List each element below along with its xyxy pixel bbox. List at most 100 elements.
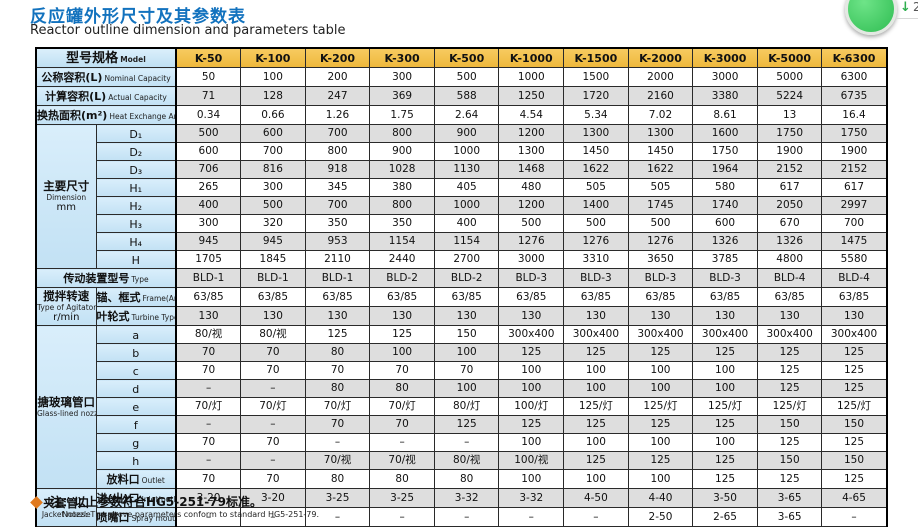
value-cell: 125 [563, 451, 629, 470]
value-cell: 63/85 [304, 287, 371, 307]
down-arrow-icon[interactable]: ↓ [900, 0, 911, 15]
sub-row-label: e [95, 397, 178, 416]
table-row: f – –70 70 125 125 125 125 125 150 150 [36, 415, 888, 434]
value-cell: 300x400 [627, 325, 694, 344]
value-cell: 3-20 [240, 488, 306, 508]
value-cell: 130 [240, 306, 306, 326]
value-cell: 3-65 [756, 507, 823, 527]
value-cell: 125/灯 [563, 397, 629, 416]
column-header-k-200: K-200 [304, 47, 371, 68]
value-cell: 1745 [627, 196, 694, 215]
value-cell: 80 [304, 469, 371, 489]
value-cell: 125 [821, 379, 888, 398]
value-cell: 1720 [563, 86, 629, 106]
value-cell: 70 [304, 415, 371, 434]
value-cell: 150 [821, 415, 888, 434]
table-row: 喷嘴口 Spray mouth – – – – – – –2-50 2-65 3-65– [36, 507, 888, 527]
sub-row-label: g [95, 433, 178, 452]
value-cell: 125 [692, 415, 758, 434]
table-row: 传动装置型号 Type BLD-1 BLD-1 BLD-1 BLD-2 BLD-2 BLD-3… [35, 268, 888, 288]
value-cell: 400 [433, 214, 500, 233]
value-cell: – [369, 433, 435, 452]
sub-row-label: c [95, 361, 178, 380]
column-header-k-1000: K-1000 [498, 47, 565, 68]
column-header-k-5000: K-5000 [756, 47, 823, 68]
column-header-k-100: K-100 [240, 47, 306, 68]
value-cell: 80/视 [240, 325, 306, 344]
value-cell: 150 [433, 325, 500, 344]
value-cell: BLD-1 [240, 268, 306, 288]
group-label: 搅拌转速 Type of Agitators r/min [35, 287, 97, 326]
value-cell: 125 [563, 343, 629, 362]
value-cell: 1400 [563, 196, 629, 215]
value-cell: 100 [433, 343, 500, 362]
value-cell: 1300 [563, 124, 629, 143]
model-label-en: Model [120, 55, 146, 64]
value-cell: 1000 [433, 196, 500, 215]
value-cell: 63/85 [756, 287, 823, 307]
value-cell: 1845 [240, 250, 306, 269]
value-cell: 4-40 [627, 488, 694, 508]
value-cell: 70 [369, 415, 435, 434]
value-cell: 1450 [627, 142, 694, 161]
value-cell: 100 [692, 433, 758, 452]
value-cell: 1964 [692, 160, 758, 179]
value-cell: 1300 [627, 124, 694, 143]
value-cell: 100/视 [498, 451, 565, 470]
value-cell: 5000 [756, 67, 823, 87]
value-cell: 125 [821, 361, 888, 380]
value-cell: 945 [175, 232, 242, 251]
value-cell: 100 [563, 433, 629, 452]
value-cell: 350 [304, 214, 371, 233]
page-title-english: Reactor outline dimension and parameters… [30, 23, 346, 38]
value-cell: 125 [821, 469, 888, 489]
value-cell: 125 [563, 415, 629, 434]
value-cell: 0.34 [175, 105, 242, 125]
value-cell: 70/灯 [240, 397, 306, 416]
value-cell: 1000 [433, 142, 500, 161]
value-cell: 16.4 [821, 105, 888, 125]
table-row: g 70 70– – –100 100 100 100 125 125 [36, 433, 888, 452]
value-cell: 700 [304, 196, 371, 215]
sub-row-label: D₃ [95, 160, 178, 179]
value-cell: 130 [498, 306, 565, 326]
value-cell: 1750 [821, 124, 888, 143]
table-row: c 70 70 70 70 70 100 100 100 100 125 125 [36, 361, 888, 380]
value-cell: 125 [756, 469, 823, 489]
column-header-k-3000: K-3000 [692, 47, 758, 68]
value-cell: 1900 [821, 142, 888, 161]
value-cell: – [240, 379, 306, 398]
green-circle-button[interactable] [845, 0, 897, 35]
value-cell: 500 [240, 196, 306, 215]
value-cell: 1705 [175, 250, 242, 269]
value-cell: 100 [563, 379, 629, 398]
row-label: 计算容积(L) Actual Capacity [35, 86, 178, 106]
value-cell: 350 [369, 214, 435, 233]
value-cell: 2160 [627, 86, 694, 106]
page-title-chinese: 反应罐外形尺寸及其参数表 [30, 7, 246, 27]
value-cell: 480 [498, 178, 565, 197]
value-cell: 130 [756, 306, 823, 326]
value-cell: 63/85 [563, 287, 629, 307]
value-cell: 500 [563, 214, 629, 233]
value-cell: 125 [692, 469, 758, 489]
value-cell: BLD-3 [563, 268, 629, 288]
value-cell: 800 [369, 124, 435, 143]
table-row: 换热面积(m²)Heat Exchange Area0.340.661.261.… [35, 105, 888, 125]
value-cell: 2110 [304, 250, 371, 269]
value-cell: 945 [240, 232, 306, 251]
sub-row-label: d [95, 379, 178, 398]
value-cell: 300x400 [692, 325, 758, 344]
value-cell: 125 [627, 343, 694, 362]
value-cell: 100/灯 [498, 397, 565, 416]
value-cell: – [175, 451, 242, 470]
value-cell: 800 [369, 196, 435, 215]
value-cell: 2.64 [433, 105, 500, 125]
row-label: 传动装置型号 Type [35, 268, 178, 288]
value-cell: 320 [240, 214, 306, 233]
value-cell: 600 [692, 214, 758, 233]
table-row: b 70 70 80 100 100 125 125 125 125 125 125 [36, 343, 888, 362]
